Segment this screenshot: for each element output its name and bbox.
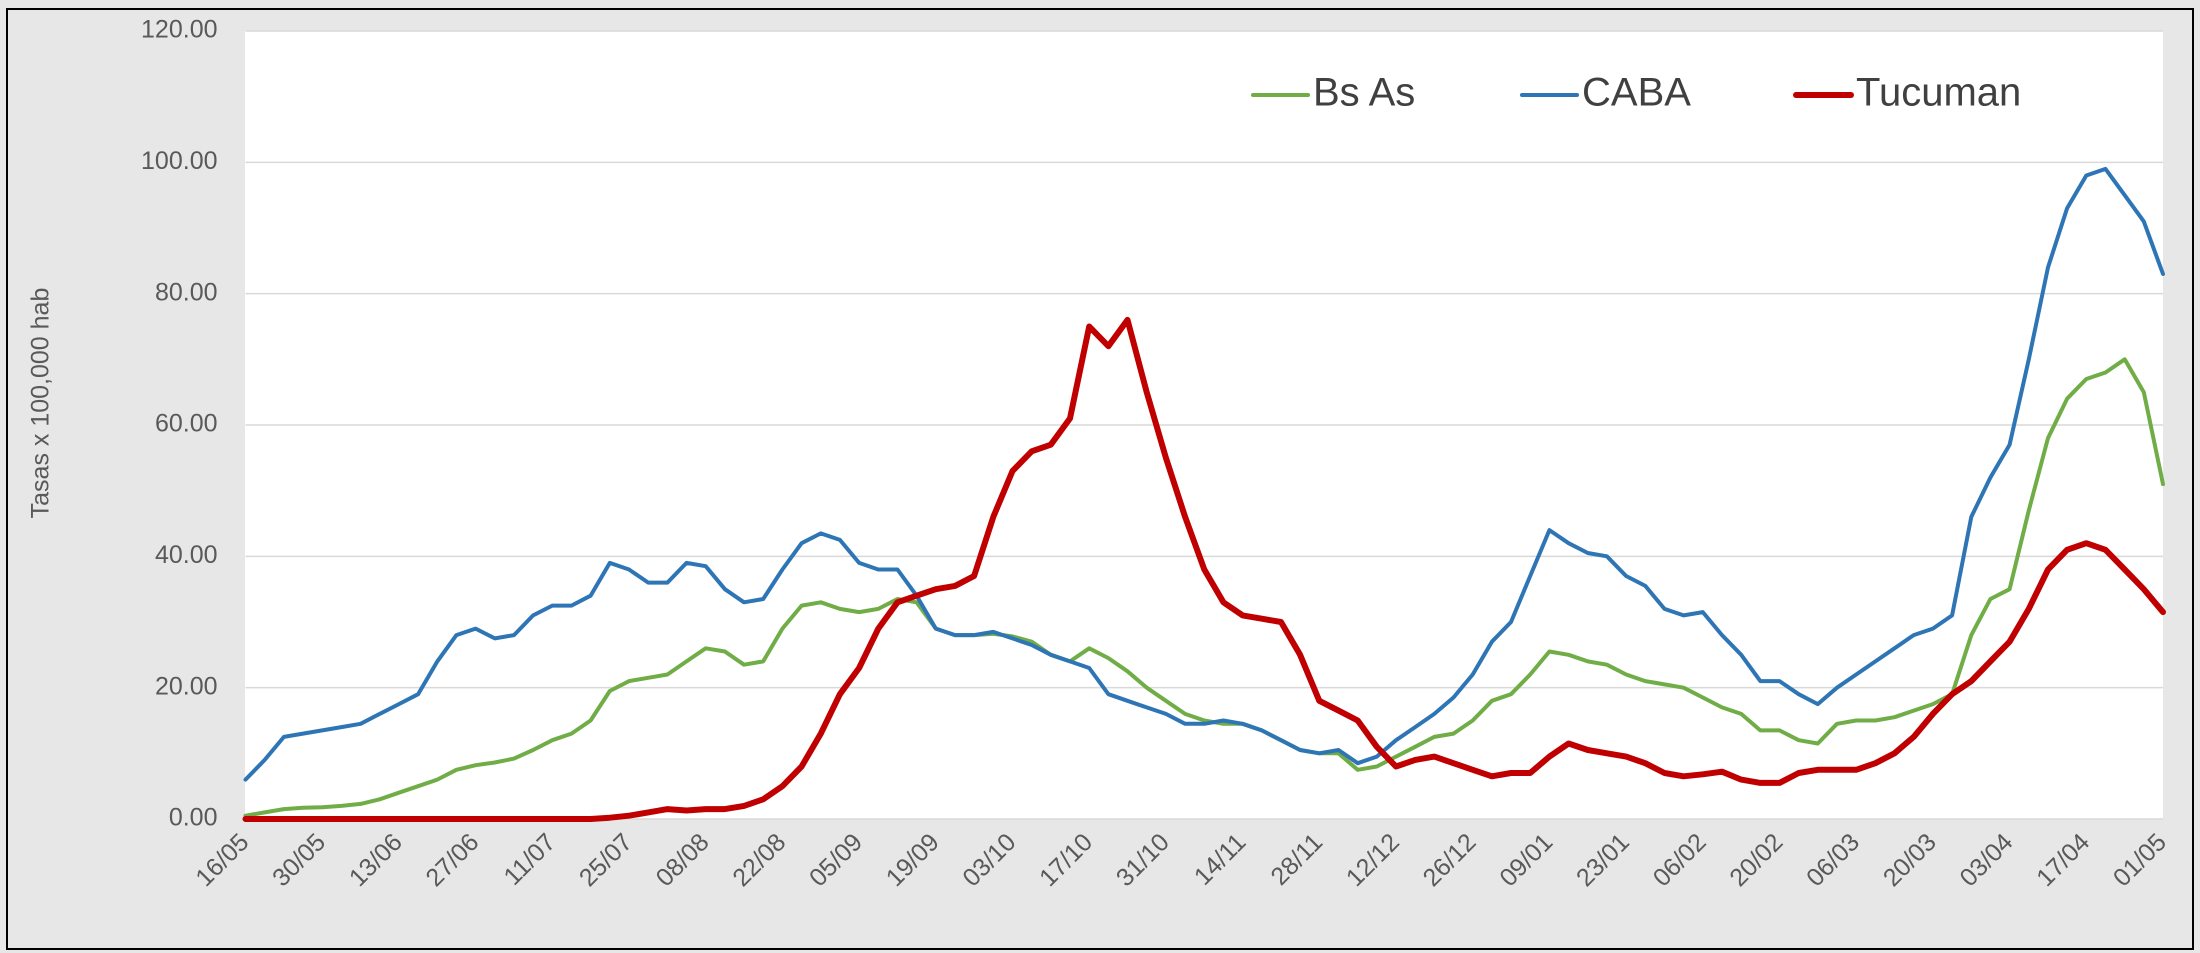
line-series xyxy=(243,357,2165,818)
line-series xyxy=(243,166,2165,782)
y-tick-label: 80.00 xyxy=(155,278,218,306)
y-tick-label: 100.00 xyxy=(141,147,217,175)
legend-label: CABA xyxy=(1582,71,1691,115)
y-tick-label: 0.00 xyxy=(169,804,218,832)
y-tick-label: 20.00 xyxy=(155,672,218,700)
legend-label: Bs As xyxy=(1313,71,1415,115)
y-tick-label: 40.00 xyxy=(155,541,218,569)
legend-label: Tucuman xyxy=(1856,71,2021,115)
y-tick-label: 60.00 xyxy=(155,410,218,438)
y-axis-title: Tasas x 100,000 hab xyxy=(27,288,55,519)
y-tick-label: 120.00 xyxy=(141,16,217,44)
line-series xyxy=(242,316,2166,822)
